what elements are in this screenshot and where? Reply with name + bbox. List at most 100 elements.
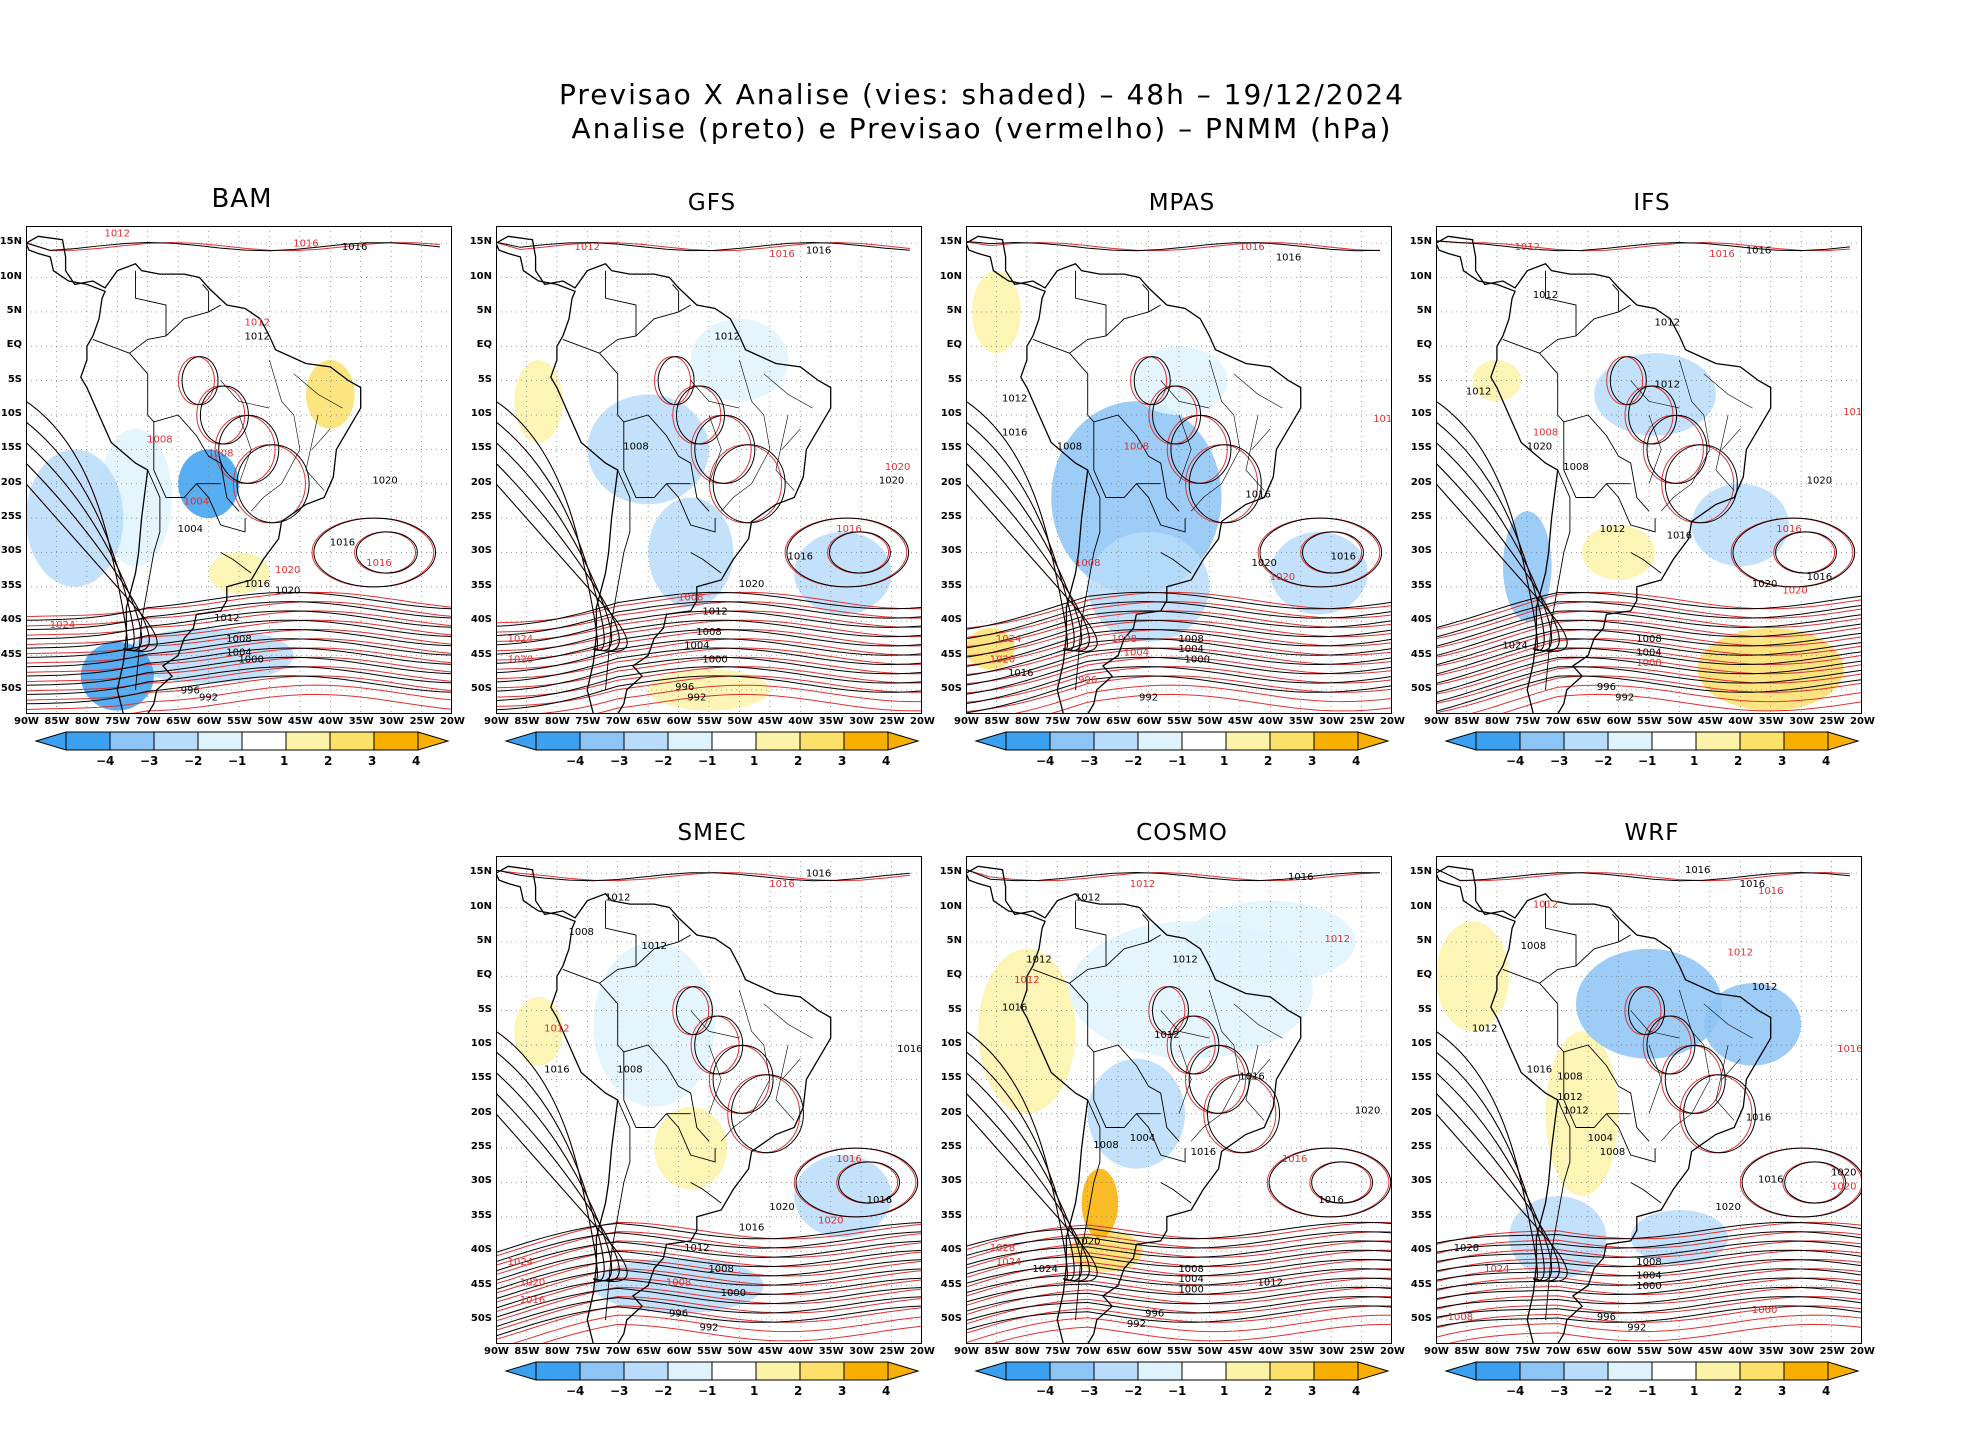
- model-panel-wrf: WRF 1016 1016 1016 1012 1008 1012 1012 1012 1016 1…: [1410, 820, 1875, 1400]
- colorbar-label: 1: [280, 754, 289, 768]
- lon-tick-label: 90W: [484, 716, 509, 727]
- lat-tick-label: 25S: [1410, 1141, 1432, 1153]
- isobar-label: 1016: [867, 1195, 892, 1206]
- lon-tick-label: 75W: [1045, 1346, 1071, 1357]
- colorbar-label: 1: [1220, 754, 1229, 768]
- colorbar-swatch: [329, 731, 375, 751]
- lat-tick-label: 25S: [940, 1141, 962, 1153]
- model-panel-bam: BAM 1012 1016 1016 1012 1012 1008 1008 1004 1004 1…: [0, 184, 465, 770]
- lon-tick-label: 50W: [257, 716, 283, 727]
- isobar-label: 1012: [214, 613, 239, 624]
- isobar-label: 996: [1145, 1309, 1164, 1320]
- lat-tick-label: 35S: [1410, 579, 1432, 591]
- lat-tick-label: 20S: [1410, 1106, 1432, 1118]
- bias-region: [1582, 524, 1656, 580]
- lat-tick-label: 30S: [940, 545, 962, 557]
- colorbar-swatch: [197, 731, 243, 751]
- isobar-label: 1028: [1454, 1243, 1479, 1254]
- colorbar-swatch: [1005, 1361, 1051, 1381]
- colorbar-swatch: [843, 731, 889, 751]
- colorbar-swatch: [711, 731, 757, 751]
- lat-tick-label: 20S: [470, 476, 492, 488]
- isobar-label: 992: [1139, 692, 1158, 703]
- colorbar-swatch: [1607, 1361, 1653, 1381]
- colorbar-label: 4: [882, 1384, 891, 1398]
- lat-tick-label: 45S: [470, 648, 492, 660]
- lon-tick-label: 80W: [544, 716, 570, 727]
- bias-region: [794, 531, 892, 615]
- lon-tick-label: 40W: [1728, 716, 1754, 727]
- colorbar-swatch: [1519, 1361, 1565, 1381]
- lon-tick-label: 25W: [1349, 716, 1375, 727]
- lon-tick-label: 60W: [196, 716, 222, 727]
- lat-tick-label: 35S: [470, 579, 492, 591]
- colorbar-swatch: [1137, 1361, 1183, 1381]
- lat-tick-label: 15N: [939, 866, 962, 878]
- isobar-label: 1020: [1831, 1168, 1856, 1179]
- lat-tick-label: EQ: [6, 339, 22, 351]
- colorbar-label: −3: [140, 754, 159, 768]
- colorbar-swatch: [1651, 1361, 1697, 1381]
- map-frame: [966, 856, 1392, 1344]
- colorbar-label: 4: [1822, 754, 1831, 768]
- bias-region: [1130, 346, 1228, 416]
- lat-tick-label: 10S: [0, 408, 22, 419]
- lat-tick-label: 25S: [470, 511, 492, 523]
- bias-region: [1575, 948, 1723, 1059]
- lat-tick-label: 15N: [469, 236, 492, 248]
- isobar-label: 1020: [1075, 1236, 1100, 1247]
- isobar-label: 1012: [1557, 1092, 1582, 1103]
- isobar-label: 1020: [769, 1202, 794, 1213]
- lon-tick-label: 90W: [14, 716, 39, 727]
- isobar-label: 1008: [226, 634, 251, 645]
- lat-tick-label: 15N: [469, 866, 492, 878]
- colorbar-swatch: [799, 731, 845, 751]
- lon-tick-label: 80W: [1014, 1346, 1040, 1357]
- isobar-label: 1016: [1758, 1174, 1783, 1185]
- lat-tick-label: 30S: [1410, 545, 1432, 557]
- isobar-label: 1012: [1026, 955, 1051, 966]
- lat-tick-label: 45S: [940, 648, 962, 660]
- isobar-label: 1004: [1130, 1133, 1155, 1144]
- colorbar-label: 1: [1690, 1384, 1699, 1398]
- isobar-label: 1020: [1251, 558, 1276, 569]
- lon-tick-label: 65W: [636, 1346, 662, 1357]
- lon-tick-label: 45W: [1227, 716, 1253, 727]
- isobar-label: 1020: [275, 565, 300, 576]
- coastline: [1436, 865, 1772, 1344]
- lat-tick-label: 5N: [1416, 934, 1432, 946]
- map-area: 1016 1016 1016 1012 1008 1012 1012 1012 1016 1008…: [1410, 856, 1875, 1357]
- lon-tick-label: 55W: [697, 716, 722, 727]
- isobar-label: 1016: [293, 239, 318, 250]
- lon-tick-label: 20W: [910, 716, 935, 727]
- isobar-label: 1024: [996, 634, 1021, 645]
- lon-tick-label: 30W: [849, 1346, 875, 1357]
- lon-tick-label: 85W: [514, 716, 540, 727]
- colorbar-swatches: [974, 731, 1390, 751]
- lon-tick-label: 60W: [666, 1346, 692, 1357]
- isobar-label: 1016: [1331, 551, 1356, 562]
- lat-tick-label: 25S: [470, 1141, 492, 1153]
- lon-tick-label: 65W: [1576, 716, 1602, 727]
- lon-tick-label: 75W: [1515, 716, 1541, 727]
- colorbar-swatch: [65, 731, 111, 751]
- isobar-label: 1012: [1130, 879, 1155, 890]
- isobar-label: 1008: [708, 1264, 733, 1275]
- colorbar-label: 2: [1734, 1384, 1743, 1398]
- lon-tick-label: 30W: [849, 716, 875, 727]
- lat-tick-label: 10N: [0, 270, 22, 282]
- map-area: 1016 1016 1012 1012 1008 1012 1016 1008 1016 1016…: [470, 856, 935, 1357]
- colorbar-swatch: [1225, 731, 1271, 751]
- isobar-label: 1016: [1837, 1044, 1862, 1055]
- lat-tick-label: 15S: [940, 1072, 962, 1084]
- bias-region: [305, 360, 355, 429]
- map-area: 1012 1016 1016 1012 1012 1012 1012 1008 1020 1008…: [1410, 226, 1875, 727]
- colorbar: −4 −3 −2 −1 1 2 3 4: [34, 730, 454, 770]
- lon-tick-label: 30W: [1319, 1346, 1345, 1357]
- isobar-label: 1012: [1533, 900, 1558, 911]
- lon-tick-label: 85W: [44, 716, 70, 727]
- lon-tick-label: 70W: [1075, 1346, 1101, 1357]
- lon-tick-label: 50W: [1667, 716, 1693, 727]
- lat-tick-label: 50S: [940, 682, 962, 694]
- lon-tick-label: 20W: [910, 1346, 935, 1357]
